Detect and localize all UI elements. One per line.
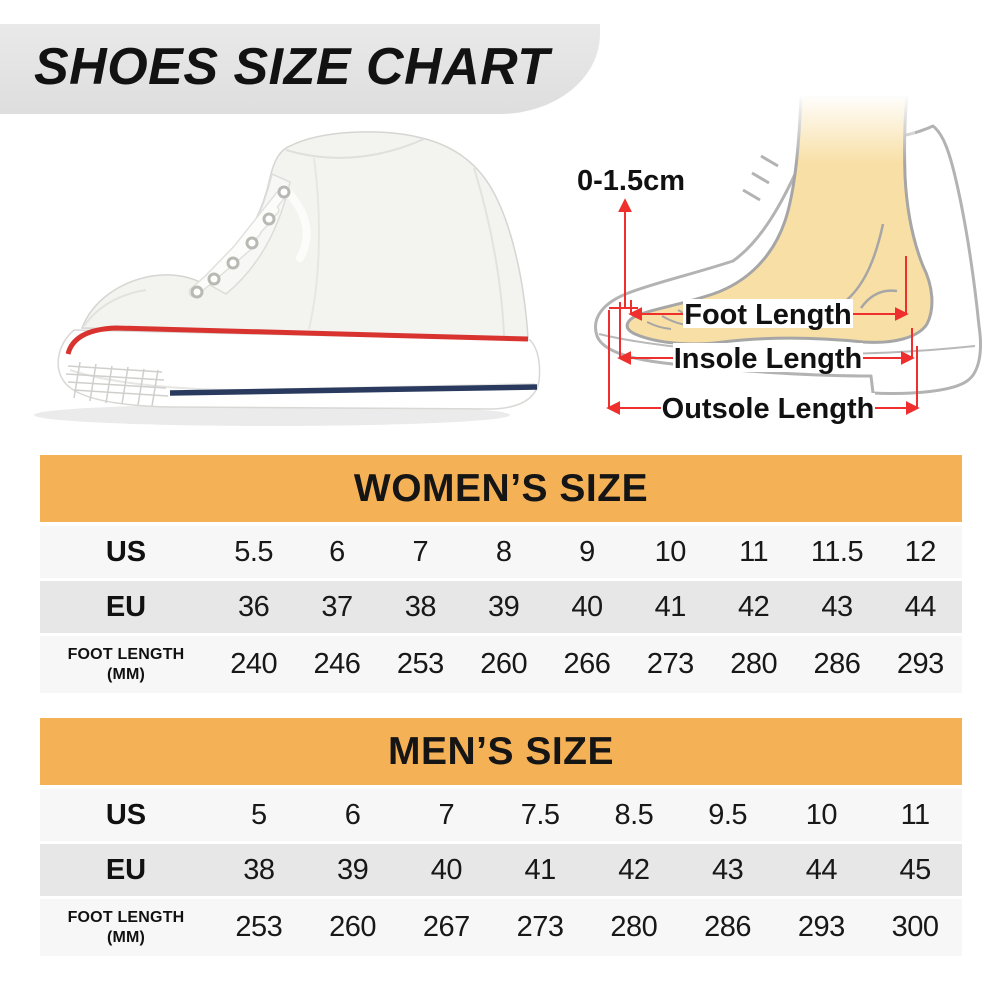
size-value: 12 <box>904 535 937 568</box>
size-value: 44 <box>904 590 937 623</box>
sole-red-stripe <box>65 325 529 355</box>
size-value: 11.5 <box>810 535 864 568</box>
lace-marks <box>742 154 779 202</box>
size-value: 280 <box>610 911 658 943</box>
size-value: 6 <box>329 535 345 568</box>
row-label: EU <box>105 853 147 886</box>
size-row-eu: EU 38 39 40 41 42 43 44 45 <box>40 844 962 896</box>
size-value: 260 <box>480 648 528 680</box>
size-value: 7 <box>412 535 429 568</box>
tendon-line <box>842 223 885 304</box>
row-label: US <box>105 535 147 568</box>
size-value: 5 <box>251 798 267 831</box>
insole-length-label-bg <box>673 343 863 372</box>
size-value: 5.5 <box>234 535 274 568</box>
size-row-us: US 5.5 6 7 8 9 10 11 11.5 12 <box>40 526 962 578</box>
size-value: 44 <box>805 853 838 886</box>
size-value: 11 <box>739 535 769 568</box>
row-label: US <box>105 798 147 831</box>
size-value: 266 <box>563 648 611 680</box>
mens-table-title: MEN’S SIZE <box>387 729 615 773</box>
size-value: 39 <box>488 590 520 623</box>
size-value: 38 <box>404 590 437 623</box>
womens-size-table: WOMEN’S SIZE US 5.5 6 7 8 9 10 11 11.5 12 EU 36 37 38… <box>40 455 962 693</box>
quarter-seam <box>308 157 320 330</box>
foot-length-label: Foot Length <box>684 299 852 331</box>
outsole-length-label-bg <box>661 393 875 422</box>
size-row-foot-length: FOOT LENGTH (MM) 240 246 253 260 266 273 280 286 2… <box>40 636 962 693</box>
foot-diagram-svg: 0-1.5cm Foot Length Insole Length Outsol… <box>577 96 982 425</box>
collar-opening-line <box>285 138 425 159</box>
size-value: 8.5 <box>614 798 654 831</box>
size-value: 39 <box>336 853 369 886</box>
size-value: 280 <box>730 648 778 680</box>
size-value: 10 <box>654 535 687 568</box>
leg-fade <box>783 96 915 164</box>
row-label: FOOT LENGTH (MM) <box>67 909 185 946</box>
toe-bumper-texture <box>65 361 169 407</box>
size-value: 9.5 <box>708 798 748 831</box>
size-value: 45 <box>899 853 931 886</box>
row-label: EU <box>105 590 147 623</box>
outsole-length-label: Outsole Length <box>662 393 875 425</box>
insole-length-label: Insole Length <box>674 343 863 375</box>
heel-seam <box>473 167 505 337</box>
size-value: 300 <box>891 911 939 943</box>
sole-navy-stripe <box>169 384 538 396</box>
ankle-bone-line <box>859 289 898 309</box>
size-value: 6 <box>344 798 361 831</box>
size-value: 286 <box>813 648 861 680</box>
size-value: 40 <box>430 853 463 886</box>
size-value: 293 <box>797 911 845 943</box>
foot-length-label-bg <box>683 299 853 328</box>
size-value: 293 <box>896 648 944 680</box>
size-value: 43 <box>711 853 744 886</box>
size-row-foot-length: FOOT LENGTH (MM) 253 260 267 273 280 286 293 300 <box>40 899 962 956</box>
size-value: 10 <box>805 798 838 831</box>
womens-table-title: WOMEN’S SIZE <box>353 466 649 510</box>
title-banner: SHOES SIZE CHART <box>0 24 600 114</box>
size-value: 7.5 <box>520 798 560 831</box>
size-value: 286 <box>704 911 752 943</box>
size-value: 7 <box>438 798 455 831</box>
size-value: 42 <box>618 853 650 886</box>
sneaker-shadow <box>34 404 510 426</box>
size-value: 246 <box>313 648 361 680</box>
size-value: 273 <box>516 911 564 943</box>
mens-table-rows: US 5 6 7 7.5 8.5 9.5 10 11 EU 38 39 40 41 42 43 44 45 FOOT… <box>40 789 962 956</box>
foot-measure-diagram: 0-1.5cm Foot Length Insole Length Outsol… <box>563 96 1001 444</box>
size-row-eu: EU 36 37 38 39 40 41 42 43 44 <box>40 581 962 633</box>
size-value: 260 <box>329 911 377 943</box>
size-value: 43 <box>821 590 853 623</box>
size-value: 36 <box>238 590 270 623</box>
size-value: 273 <box>646 648 694 680</box>
mens-table-header: MEN’S SIZE <box>40 718 962 785</box>
size-value: 253 <box>235 911 283 943</box>
womens-table-header: WOMEN’S SIZE <box>40 455 962 522</box>
mens-size-table: MEN’S SIZE US 5 6 7 7.5 8.5 9.5 10 11 EU 38 39 40 41 4… <box>40 718 962 956</box>
size-value: 40 <box>571 590 603 623</box>
size-value: 253 <box>396 648 444 680</box>
size-value: 41 <box>524 853 556 886</box>
size-value: 267 <box>422 911 470 943</box>
row-label: FOOT LENGTH (MM) <box>67 646 185 683</box>
sneaker-illustration <box>34 131 541 426</box>
sneaker-photo <box>22 116 562 441</box>
size-row-us: US 5 6 7 7.5 8.5 9.5 10 11 <box>40 789 962 841</box>
laces <box>188 184 311 298</box>
page-title: SHOES SIZE CHART <box>34 38 550 96</box>
size-value: 37 <box>321 590 353 623</box>
womens-table-rows: US 5.5 6 7 8 9 10 11 11.5 12 EU 36 37 38 39 40 41 42 43 44 F… <box>40 526 962 693</box>
toe-gap-label: 0-1.5cm <box>577 165 685 197</box>
size-value: 240 <box>230 648 278 680</box>
size-value: 38 <box>243 853 275 886</box>
size-value: 42 <box>738 590 770 623</box>
toe-cap-seam <box>83 289 147 327</box>
size-value: 11 <box>900 798 931 831</box>
size-value: 8 <box>495 535 512 568</box>
eyelets <box>190 185 291 299</box>
size-value: 41 <box>654 590 687 623</box>
size-value: 9 <box>579 535 595 568</box>
